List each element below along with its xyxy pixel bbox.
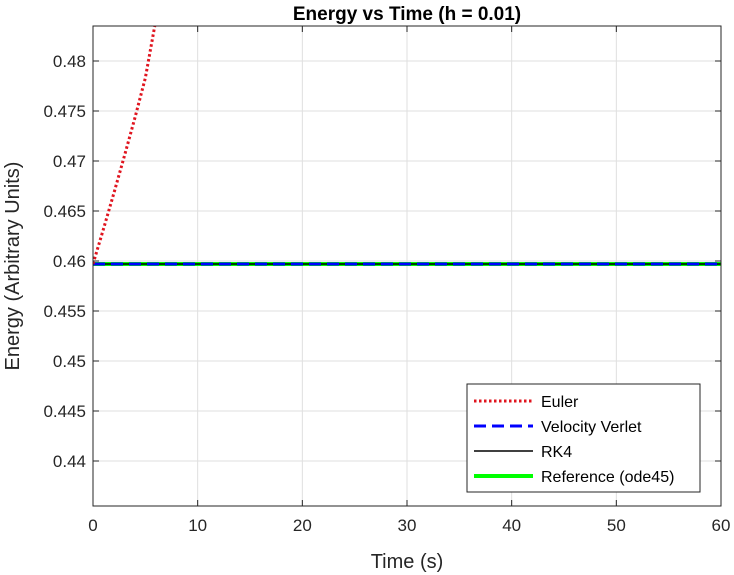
series-line-euler [93,26,157,265]
y-tick-label: 0.48 [53,52,86,71]
y-tick-label: 0.445 [43,402,86,421]
y-tick-label: 0.44 [53,452,86,471]
y-axis-label: Energy (Arbitrary Units) [2,162,24,371]
x-axis-label: Time (s) [371,551,444,573]
legend-label: Euler [541,394,579,411]
y-tick-label: 0.47 [53,152,86,171]
x-tick-label: 20 [293,516,312,535]
legend-label: Velocity Verlet [541,419,642,436]
y-tick-label: 0.46 [53,252,86,271]
y-tick-label: 0.465 [43,202,86,221]
y-tick-label: 0.475 [43,102,86,121]
grid-lines [92,26,722,506]
series-layer [93,26,721,266]
y-tick-label: 0.45 [53,352,86,371]
x-tick-label: 10 [188,516,207,535]
x-tick-label: 0 [88,516,97,535]
axis-ticks: 0 10 20 30 40 50 60 0.44 0.445 0.45 0.455 0.46 0.465… [43,26,730,535]
x-tick-label: 30 [398,516,417,535]
legend: Euler Velocity Verlet RK4 Reference (ode45) [466,383,701,493]
x-tick-label: 60 [712,516,731,535]
legend-label: RK4 [541,444,572,461]
legend-label: Reference (ode45) [541,469,674,486]
x-tick-label: 40 [502,516,521,535]
x-tick-label: 50 [607,516,626,535]
y-tick-label: 0.455 [43,302,86,321]
chart-title: Energy vs Time (h = 0.01) [293,4,521,25]
